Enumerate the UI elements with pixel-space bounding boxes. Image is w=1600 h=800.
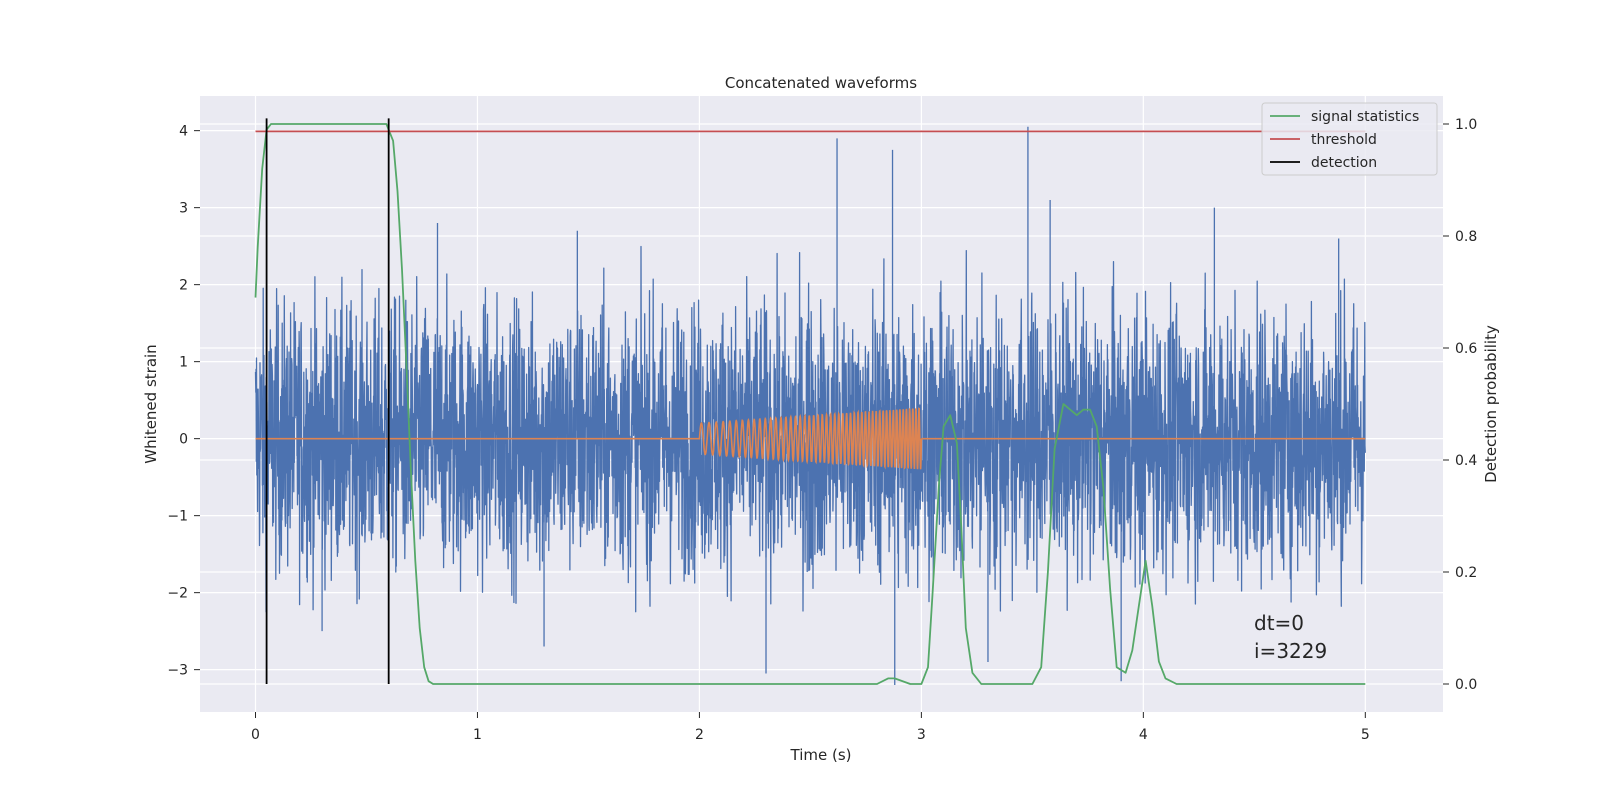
legend-label: signal statistics bbox=[1311, 109, 1419, 125]
strain-line bbox=[254, 245, 1366, 613]
y-tick-label: −3 bbox=[167, 663, 188, 679]
y-axis-label: Whitened strain bbox=[142, 344, 160, 463]
x-tick-label: 2 bbox=[695, 727, 704, 743]
y2-tick-label: 0.2 bbox=[1455, 565, 1477, 581]
y2-tick-label: 0.8 bbox=[1455, 229, 1477, 245]
chart-title: Concatenated waveforms bbox=[725, 74, 917, 92]
ticks: 0 1 2 3 4 5 −3 −2 −1 0 1 2 3 4 0.0 0.2 0.4 0.6 0.8 1.0 bbox=[167, 117, 1477, 743]
signal-statistics-line bbox=[254, 123, 1366, 685]
legend: signal statistics threshold detection bbox=[1261, 102, 1438, 176]
y2-axis-label: Detection probability bbox=[1482, 325, 1500, 483]
x-tick-label: 0 bbox=[251, 727, 260, 743]
legend-label: threshold bbox=[1311, 132, 1377, 148]
annotation-dt: dt=0 bbox=[1254, 611, 1304, 635]
x-axis-label: Time (s) bbox=[790, 746, 852, 764]
y2-tick-label: 1.0 bbox=[1455, 117, 1477, 133]
y2-tick-label: 0.0 bbox=[1455, 677, 1477, 693]
template-line bbox=[255, 407, 1366, 470]
y2-tick-label: 0.4 bbox=[1455, 453, 1477, 469]
overlay-series bbox=[254, 118, 1366, 685]
strain-series bbox=[254, 126, 1366, 686]
y-tick-label: 0 bbox=[179, 432, 188, 448]
x-tick-label: 4 bbox=[1139, 727, 1148, 743]
y-tick-label: −1 bbox=[167, 509, 188, 525]
y-tick-label: 1 bbox=[179, 355, 188, 371]
annotation-index: i=3229 bbox=[1254, 639, 1327, 663]
y-tick-label: 4 bbox=[179, 124, 188, 140]
x-tick-label: 5 bbox=[1361, 727, 1370, 743]
y-tick-label: 3 bbox=[179, 201, 188, 217]
legend-label: detection bbox=[1311, 155, 1377, 171]
x-tick-label: 1 bbox=[473, 727, 482, 743]
y-tick-label: 2 bbox=[179, 278, 188, 294]
x-tick-label: 3 bbox=[917, 727, 926, 743]
y-tick-label: −2 bbox=[167, 586, 188, 602]
y2-tick-label: 0.6 bbox=[1455, 341, 1477, 357]
legend-box bbox=[1261, 102, 1438, 176]
template-series bbox=[255, 407, 1366, 470]
